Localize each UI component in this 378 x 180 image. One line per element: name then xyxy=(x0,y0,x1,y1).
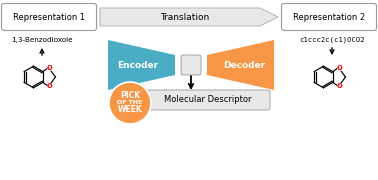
Polygon shape xyxy=(100,8,278,26)
FancyBboxPatch shape xyxy=(2,3,96,30)
Polygon shape xyxy=(108,40,175,90)
Text: Representation 1: Representation 1 xyxy=(13,12,85,21)
Text: OF THE: OF THE xyxy=(118,100,143,105)
Text: Translation: Translation xyxy=(160,12,210,21)
Text: Representation 2: Representation 2 xyxy=(293,12,365,21)
Text: Molecular Descriptor: Molecular Descriptor xyxy=(164,96,252,105)
Text: O: O xyxy=(337,65,342,71)
FancyBboxPatch shape xyxy=(181,55,201,75)
FancyBboxPatch shape xyxy=(146,90,270,110)
Circle shape xyxy=(109,82,151,124)
Text: c1ccc2c(c1)OCO2: c1ccc2c(c1)OCO2 xyxy=(299,37,365,43)
Text: O: O xyxy=(46,65,53,71)
Text: PICK: PICK xyxy=(120,91,140,100)
Polygon shape xyxy=(207,40,274,90)
Text: Decoder: Decoder xyxy=(223,60,266,69)
Text: 1,3-Benzodioxole: 1,3-Benzodioxole xyxy=(11,37,73,43)
FancyBboxPatch shape xyxy=(282,3,376,30)
Text: O: O xyxy=(46,84,53,89)
Text: O: O xyxy=(337,84,342,89)
Text: WEEK: WEEK xyxy=(118,105,143,114)
Text: Encoder: Encoder xyxy=(117,60,158,69)
